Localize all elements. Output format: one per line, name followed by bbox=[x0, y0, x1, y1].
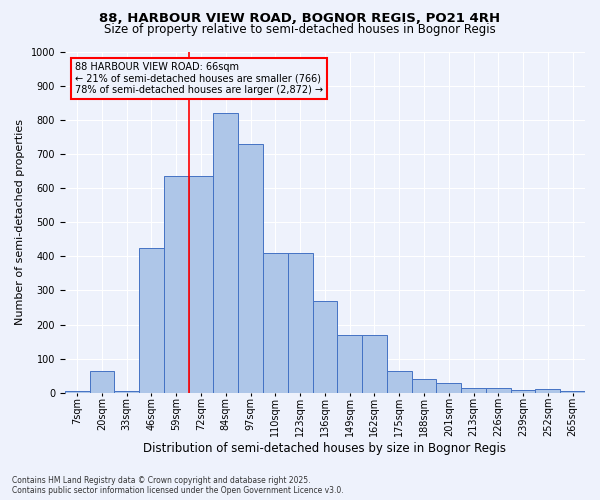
Text: Contains HM Land Registry data © Crown copyright and database right 2025.
Contai: Contains HM Land Registry data © Crown c… bbox=[12, 476, 344, 495]
Bar bbox=[436, 382, 461, 393]
Bar bbox=[188, 176, 214, 393]
Bar bbox=[164, 176, 188, 393]
Text: 88, HARBOUR VIEW ROAD, BOGNOR REGIS, PO21 4RH: 88, HARBOUR VIEW ROAD, BOGNOR REGIS, PO2… bbox=[100, 12, 500, 26]
Bar bbox=[461, 388, 486, 393]
Bar bbox=[412, 379, 436, 393]
Text: 88 HARBOUR VIEW ROAD: 66sqm
← 21% of semi-detached houses are smaller (766)
78% : 88 HARBOUR VIEW ROAD: 66sqm ← 21% of sem… bbox=[75, 62, 323, 95]
Bar bbox=[263, 253, 288, 393]
Bar bbox=[313, 300, 337, 393]
Bar bbox=[214, 113, 238, 393]
Bar bbox=[89, 370, 115, 393]
Bar bbox=[115, 391, 139, 393]
Bar bbox=[486, 388, 511, 393]
Text: Size of property relative to semi-detached houses in Bognor Regis: Size of property relative to semi-detach… bbox=[104, 22, 496, 36]
Bar bbox=[387, 370, 412, 393]
Bar bbox=[288, 253, 313, 393]
Bar bbox=[238, 144, 263, 393]
Bar bbox=[362, 335, 387, 393]
Bar bbox=[560, 391, 585, 393]
Bar bbox=[65, 391, 89, 393]
Bar bbox=[535, 390, 560, 393]
Bar bbox=[511, 390, 535, 393]
Bar bbox=[337, 335, 362, 393]
X-axis label: Distribution of semi-detached houses by size in Bognor Regis: Distribution of semi-detached houses by … bbox=[143, 442, 506, 455]
Y-axis label: Number of semi-detached properties: Number of semi-detached properties bbox=[15, 119, 25, 325]
Bar bbox=[139, 248, 164, 393]
